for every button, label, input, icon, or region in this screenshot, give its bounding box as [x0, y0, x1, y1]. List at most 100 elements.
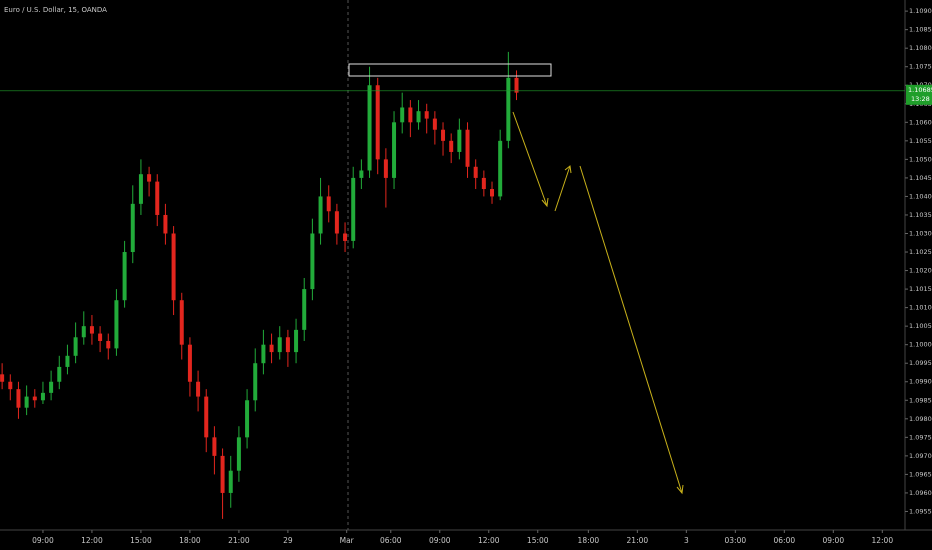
candle-body	[375, 85, 380, 160]
y-tick-label: 1.10450	[909, 174, 932, 182]
x-tick-label: 12:00	[81, 536, 103, 545]
projection-arrows	[512, 111, 684, 495]
candle-body	[506, 77, 511, 141]
y-tick-label: 1.10500	[909, 155, 932, 163]
x-tick-label: 18:00	[179, 536, 201, 545]
candle-body	[40, 392, 45, 401]
candle-body	[294, 329, 299, 353]
candle-body	[449, 140, 454, 152]
candle-body	[261, 344, 266, 364]
y-tick-label: 1.10050	[909, 322, 932, 330]
candle-body	[236, 437, 241, 471]
candle-body	[514, 77, 519, 93]
candle-body	[285, 337, 290, 353]
x-tick-label: 3	[684, 536, 689, 545]
candle-body	[326, 196, 331, 212]
x-tick-label: 29	[283, 536, 293, 545]
y-tick-label: 1.10550	[909, 137, 932, 145]
candle-body	[24, 396, 29, 408]
y-tick-label: 1.10850	[909, 26, 932, 34]
arrow	[554, 165, 571, 212]
x-tick-label: 15:00	[527, 536, 549, 545]
candle-body	[220, 455, 225, 493]
x-tick-label: 09:00	[822, 536, 844, 545]
x-tick-label: 06:00	[380, 536, 402, 545]
y-tick-label: 1.10800	[909, 44, 932, 52]
candle-body	[359, 170, 364, 178]
y-tick-label: 1.10150	[909, 285, 932, 293]
arrow-head	[676, 484, 684, 495]
y-tick-label: 1.10100	[909, 304, 932, 312]
x-tick-label: 12:00	[478, 536, 500, 545]
x-tick-label: 03:00	[725, 536, 747, 545]
candle-body	[122, 252, 127, 301]
y-tick-label: 1.09650	[909, 470, 932, 478]
y-tick-label: 1.09900	[909, 378, 932, 386]
price-label: 1.10685	[908, 86, 932, 94]
candle-body	[114, 300, 119, 349]
y-tick-label: 1.10350	[909, 211, 932, 219]
y-tick-label: 1.09700	[909, 452, 932, 460]
candle-body	[32, 396, 37, 401]
candle-body	[130, 203, 135, 253]
candle-body	[351, 177, 356, 241]
candle-body	[400, 107, 405, 123]
y-tick-label: 1.10400	[909, 192, 932, 200]
x-tick-label: Mar	[340, 536, 355, 545]
candle-body	[269, 344, 274, 353]
y-tick-label: 1.10250	[909, 248, 932, 256]
candle-body	[490, 189, 495, 197]
candle-body	[473, 166, 478, 178]
arrow	[579, 165, 683, 494]
candle-body	[424, 111, 429, 119]
candle-body	[416, 111, 421, 123]
candle-body	[8, 381, 13, 390]
candle-body	[228, 470, 233, 493]
candle-body	[310, 233, 315, 290]
candle-body	[392, 122, 397, 178]
candle-body	[334, 211, 339, 234]
candle-body	[498, 140, 503, 197]
candle-body	[138, 174, 143, 204]
candle-body	[457, 129, 462, 152]
candle-body	[57, 366, 62, 382]
candle-body	[408, 107, 413, 123]
candle-body	[343, 233, 348, 241]
candle-body	[302, 289, 307, 330]
candle-body	[367, 85, 372, 171]
arrow-head	[564, 165, 572, 174]
candle-body	[155, 181, 160, 215]
candle-body	[98, 333, 103, 341]
candle-body	[171, 233, 176, 301]
candle-body	[196, 381, 201, 397]
candle-body	[441, 129, 446, 141]
y-tick-label: 1.09850	[909, 396, 932, 404]
candle-body	[432, 118, 437, 130]
chart-title: Euro / U.S. Dollar, 15, OANDA	[4, 6, 107, 14]
y-tick-label: 1.09600	[909, 489, 932, 497]
candle-body	[277, 337, 282, 353]
x-tick-label: 15:00	[130, 536, 152, 545]
arrow-head	[541, 197, 549, 208]
candle-body	[212, 437, 217, 456]
y-tick-label: 1.09800	[909, 415, 932, 423]
candle-body	[245, 400, 250, 438]
x-tick-label: 21:00	[228, 536, 250, 545]
y-tick-label: 1.10600	[909, 118, 932, 126]
candle-body	[204, 396, 209, 438]
candle-body	[481, 177, 486, 190]
candle-body	[465, 129, 470, 167]
x-tick-label: 09:00	[429, 536, 451, 545]
y-tick-label: 1.09750	[909, 433, 932, 441]
arrow	[512, 111, 548, 207]
y-tick-label: 1.10200	[909, 267, 932, 275]
x-tick-label: 18:00	[578, 536, 600, 545]
y-tick-label: 1.09950	[909, 359, 932, 367]
candle-body	[253, 363, 258, 401]
plot	[0, 51, 519, 519]
x-tick-label: 21:00	[627, 536, 649, 545]
candle-body	[49, 381, 54, 393]
candle-body	[73, 337, 78, 356]
